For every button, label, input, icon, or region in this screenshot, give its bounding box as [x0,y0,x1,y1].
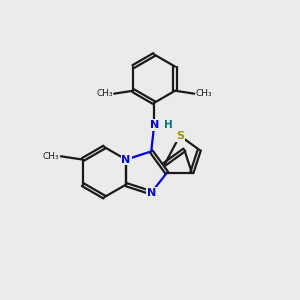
Text: S: S [176,131,184,141]
Text: CH₃: CH₃ [196,89,212,98]
Text: CH₃: CH₃ [43,152,59,161]
Text: N: N [122,154,131,165]
Text: N: N [150,120,159,130]
Text: CH₃: CH₃ [96,89,113,98]
Text: H: H [164,120,172,130]
Text: N: N [147,188,156,198]
